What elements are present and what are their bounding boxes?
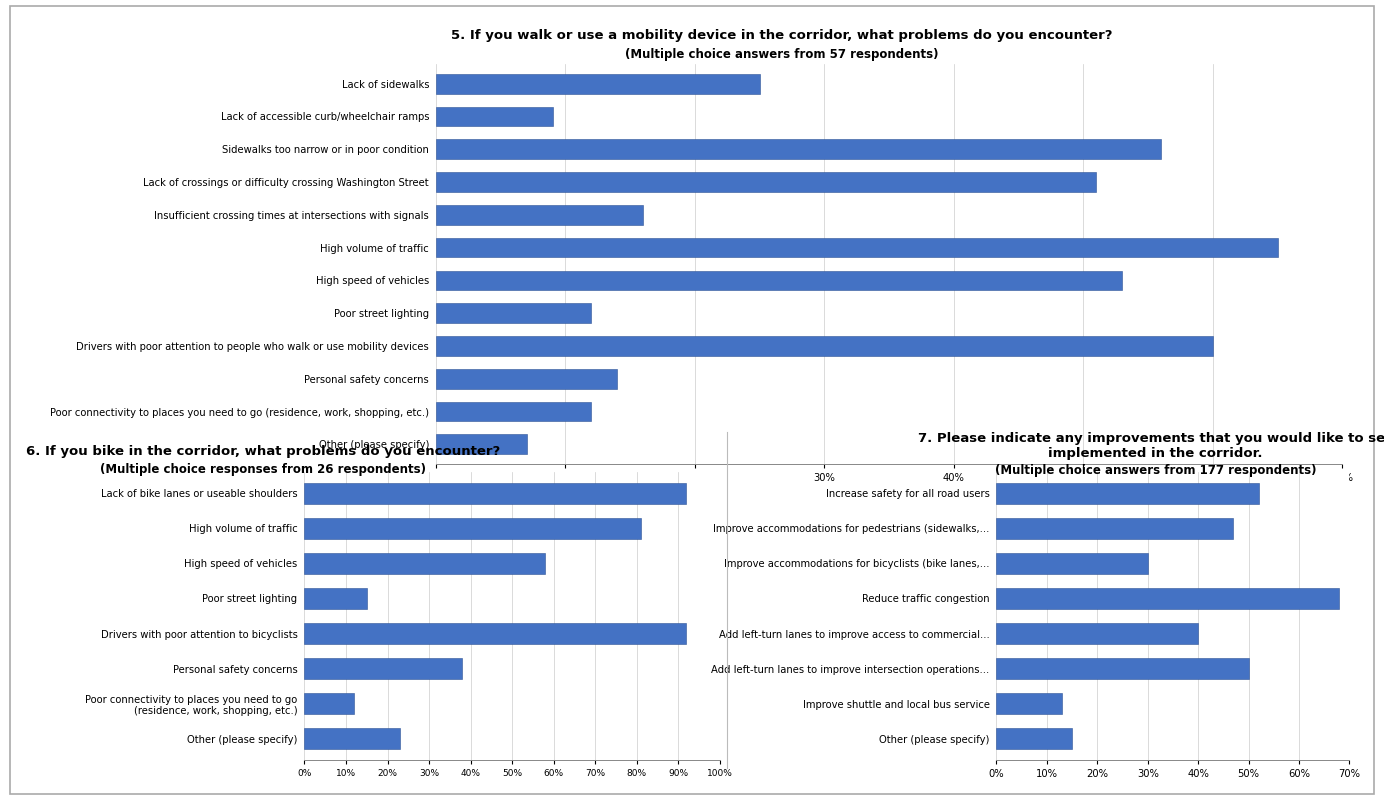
Bar xyxy=(436,139,1161,159)
Bar xyxy=(304,658,462,679)
Bar xyxy=(436,238,1277,258)
Bar xyxy=(436,270,1122,290)
Bar xyxy=(996,623,1199,644)
Bar xyxy=(996,658,1248,679)
Bar xyxy=(304,482,686,504)
Bar xyxy=(436,369,617,389)
Bar xyxy=(436,205,644,225)
Bar xyxy=(304,588,367,609)
Bar xyxy=(436,303,591,323)
Bar xyxy=(304,518,641,538)
Bar xyxy=(996,482,1258,504)
Bar xyxy=(996,518,1233,538)
Bar xyxy=(304,553,545,574)
Bar xyxy=(436,106,552,126)
Bar xyxy=(304,728,400,750)
Bar xyxy=(436,74,760,94)
Text: 6. If you bike in the corridor, what problems do you encounter?: 6. If you bike in the corridor, what pro… xyxy=(26,446,500,458)
Text: 5. If you walk or use a mobility device in the corridor, what problems do you en: 5. If you walk or use a mobility device … xyxy=(451,30,1113,42)
Text: (Multiple choice answers from 57 respondents): (Multiple choice answers from 57 respond… xyxy=(626,48,938,61)
Bar xyxy=(304,694,354,714)
Bar xyxy=(436,172,1096,192)
Bar xyxy=(436,434,526,454)
Text: (Multiple choice responses from 26 respondents): (Multiple choice responses from 26 respo… xyxy=(100,463,426,476)
Text: (Multiple choice answers from 177 respondents): (Multiple choice answers from 177 respon… xyxy=(995,464,1316,477)
Bar xyxy=(436,336,1212,356)
Bar xyxy=(996,728,1073,750)
Text: 7. Please indicate any improvements that you would like to see
implemented in th: 7. Please indicate any improvements that… xyxy=(918,432,1384,460)
Bar xyxy=(996,588,1340,609)
Bar xyxy=(996,694,1062,714)
Bar xyxy=(304,623,686,644)
Bar xyxy=(436,402,591,422)
Bar xyxy=(996,553,1147,574)
